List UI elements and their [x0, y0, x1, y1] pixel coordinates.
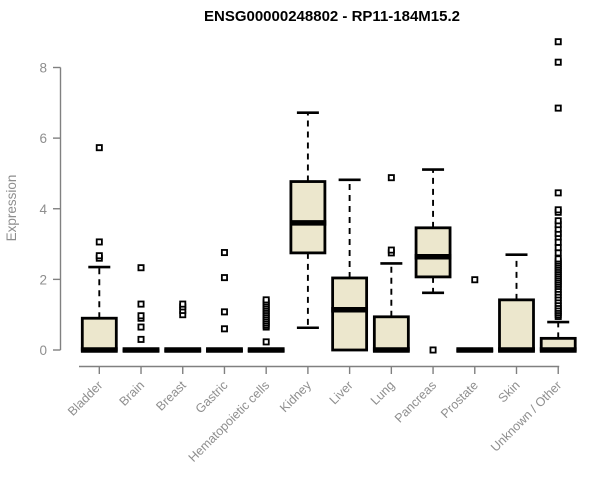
- outlier-point: [95, 238, 103, 246]
- x-category-label: Unknown / Other: [488, 378, 564, 454]
- outlier-point: [137, 312, 145, 320]
- outlier-point: [554, 38, 562, 46]
- outlier-point: [554, 104, 562, 112]
- outlier-point: [137, 335, 145, 343]
- y-tick-label: 2: [39, 272, 47, 287]
- outlier-point: [554, 206, 562, 214]
- outlier-point: [554, 189, 562, 197]
- y-axis-title: Expression: [4, 175, 19, 242]
- outlier-point: [95, 144, 103, 152]
- outlier-point: [220, 274, 228, 282]
- box: [372, 315, 410, 352]
- y-tick-label: 6: [39, 131, 47, 146]
- x-category-label: Gastric: [193, 378, 231, 416]
- y-tick-label: 4: [39, 202, 47, 217]
- outlier-point: [220, 325, 228, 333]
- x-category-label: Breast: [153, 378, 189, 414]
- outlier-point: [137, 264, 145, 272]
- x-category-label: Hematopoietic cells: [186, 378, 273, 465]
- outlier-point: [95, 252, 103, 260]
- outlier-point: [137, 323, 145, 331]
- outlier-point: [262, 296, 270, 304]
- outlier-point: [471, 276, 479, 284]
- outlier-point: [220, 249, 228, 257]
- plot-area: 0 2 4 6 8 Bladder Brain Breast GastricHematopoie…: [39, 38, 577, 465]
- x-category-label: Lung: [368, 378, 398, 408]
- outlier-point: [262, 338, 270, 346]
- outlier-point: [179, 300, 187, 308]
- x-category-label: Prostate: [438, 378, 481, 421]
- x-category-label: Liver: [327, 378, 356, 407]
- outlier-point: [137, 300, 145, 308]
- box: [414, 226, 452, 279]
- outlier-point: [554, 217, 562, 225]
- outlier-point: [554, 255, 562, 263]
- x-category-label: Pancreas: [392, 378, 439, 425]
- outlier-point: [220, 308, 228, 316]
- outlier-point: [429, 346, 437, 354]
- chart-title: ENSG00000248802 - RP11-184M15.2: [204, 8, 460, 25]
- outlier-point: [387, 174, 395, 182]
- x-category-label: Kidney: [277, 378, 314, 415]
- outlier-point: [387, 246, 395, 254]
- box: [331, 276, 369, 352]
- x-category-label: Bladder: [65, 378, 105, 418]
- x-category-label: Brain: [117, 378, 148, 409]
- box: [498, 298, 535, 352]
- y-tick-label: 8: [39, 61, 47, 76]
- box: [289, 180, 327, 255]
- box: [80, 316, 118, 352]
- y-tick-label: 0: [39, 343, 47, 358]
- outlier-point: [554, 58, 562, 66]
- x-category-label: Skin: [496, 378, 523, 405]
